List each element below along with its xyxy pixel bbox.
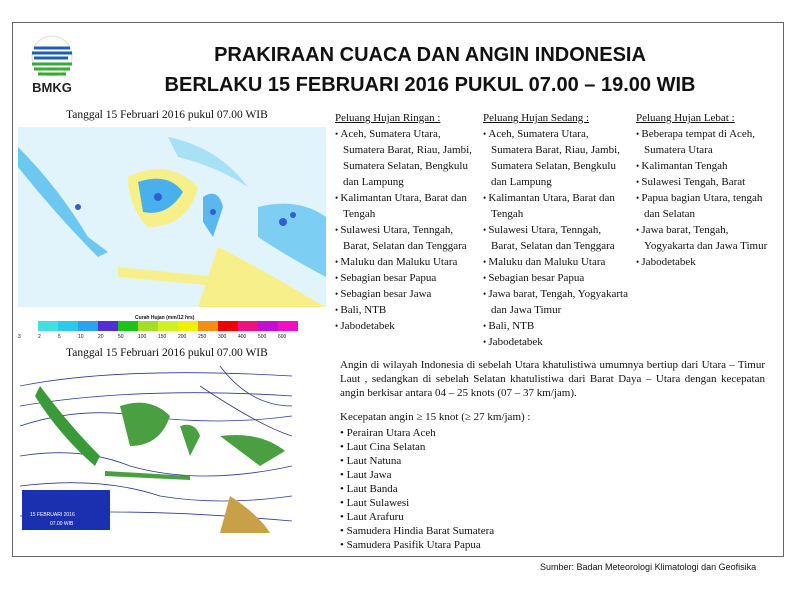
legend-tick: 400	[238, 334, 247, 340]
list-item: Aceh, Sumatera Utara, Sumatera Barat, Ri…	[335, 126, 475, 190]
list-item: Sebagian besar Jawa	[335, 286, 475, 302]
wind-map-title: Tanggal 15 Februari 2016 pukul 07.00 WIB	[66, 347, 268, 359]
rain-heavy-heading: Peluang Hujan Lebat :	[636, 112, 735, 124]
list-item: Sebagian besar Papua	[483, 270, 628, 286]
list-item: Kalimantan Tengah	[636, 158, 776, 174]
list-item: Maluku dan Maluku Utara	[335, 254, 475, 270]
wind-area-item: Laut Natuna	[340, 454, 765, 468]
wind-map: 15 FEBRUARI 2016 07.00 WIB	[20, 366, 292, 533]
list-item: Sulawesi Tengah, Barat	[636, 174, 776, 190]
rain-legend-title: Curah Hujan (mm/12 hrs)	[135, 315, 195, 321]
wind-info: Angin di wilayah Indonesia di sebelah Ut…	[340, 358, 765, 552]
legend-tick: 2	[38, 334, 41, 340]
title-line-1: PRAKIRAAN CUACA DAN ANGIN INDONESIA	[214, 44, 646, 66]
list-item: Maluku dan Maluku Utara	[483, 254, 628, 270]
wind-speed-heading: Kecepatan angin ≥ 15 knot (≥ 27 km/jam) …	[340, 411, 531, 423]
source-text: Sumber: Badan Meteorologi Klimatologi da…	[540, 562, 757, 572]
legend-tick: 20	[98, 334, 104, 340]
legend-swatch	[58, 321, 78, 331]
legend-tick: 300	[218, 334, 227, 340]
rain-light-heading: Peluang Hujan Ringan :	[335, 112, 441, 124]
page-frame	[12, 22, 784, 557]
list-item: Jabodetabek	[483, 334, 628, 350]
list-item: Jawa barat, Tengah, Yogyakarta dan Jawa …	[636, 222, 776, 254]
wind-area-item: Laut Cina Selatan	[340, 440, 765, 454]
wind-caption-time: 07.00 WIB	[50, 521, 74, 527]
legend-swatch	[198, 321, 218, 331]
legend-swatch	[278, 321, 298, 331]
legend-swatch	[238, 321, 258, 331]
legend-swatch	[138, 321, 158, 331]
wind-area-item: Laut Banda	[340, 482, 765, 496]
legend-swatch	[98, 321, 118, 331]
legend-swatch	[38, 321, 58, 331]
legend-tick: 200	[178, 334, 187, 340]
list-item: Jabodetabek	[636, 254, 776, 270]
title-line-2: BERLAKU 15 FEBRUARI 2016 PUKUL 07.00 – 1…	[164, 74, 696, 96]
list-item: Jawa barat, Tengah, Yogyakarta dan Jawa …	[483, 286, 628, 318]
wind-area-item: Laut Arafuru	[340, 510, 765, 524]
legend-tick: 10	[78, 334, 84, 340]
wind-area-item: Samudera Pasifik Utara Papua	[340, 538, 765, 552]
wind-area-item: Perairan Utara Aceh	[340, 426, 765, 440]
rain-map-title: Tanggal 15 Februari 2016 pukul 07.00 WIB	[66, 109, 268, 121]
legend-tick: 150	[158, 334, 167, 340]
legend-swatch	[118, 321, 138, 331]
legend-tick: 50	[118, 334, 124, 340]
wind-area-item: Samudera Hindia Barat Sumatera	[340, 524, 765, 538]
list-item: Aceh, Sumatera Utara, Sumatera Barat, Ri…	[483, 126, 628, 190]
rain-light-column: Peluang Hujan Ringan : Aceh, Sumatera Ut…	[335, 110, 475, 334]
list-item: Papua bagian Utara, tengah dan Selatan	[636, 190, 776, 222]
list-item: Sebagian besar Papua	[335, 270, 475, 286]
legend-tick: 500	[258, 334, 267, 340]
wind-caption-date: 15 FEBRUARI 2016	[30, 512, 75, 518]
rain-map	[18, 127, 326, 307]
legend-tick: 600	[278, 334, 287, 340]
legend-swatch	[78, 321, 98, 331]
list-item: Kalimantan Utara, Barat dan Tengah	[483, 190, 628, 222]
rain-moderate-heading: Peluang Hujan Sedang :	[483, 112, 590, 124]
list-item: Bali, NTB	[335, 302, 475, 318]
legend-tick: 3	[18, 334, 21, 340]
rain-moderate-column: Peluang Hujan Sedang : Aceh, Sumatera Ut…	[483, 110, 628, 350]
legend-swatch	[218, 321, 238, 331]
list-item: Beberapa tempat di Aceh, Sumatera Utara	[636, 126, 776, 158]
rain-heavy-column: Peluang Hujan Lebat : Beberapa tempat di…	[636, 110, 776, 270]
legend-tick: 250	[198, 334, 207, 340]
bmkg-logo	[31, 35, 73, 77]
wind-paragraph: Angin di wilayah Indonesia di sebelah Ut…	[340, 359, 765, 399]
wind-area-item: Laut Jawa	[340, 468, 765, 482]
list-item: Jabodetabek	[335, 318, 475, 334]
legend-swatch	[178, 321, 198, 331]
legend-tick: 5	[58, 334, 61, 340]
legend-tick: 100	[138, 334, 147, 340]
list-item: Kalimantan Utara, Barat dan Tengah	[335, 190, 475, 222]
legend-swatch	[258, 321, 278, 331]
list-item: Bali, NTB	[483, 318, 628, 334]
wind-area-item: Laut Sulawesi	[340, 496, 765, 510]
rain-legend	[38, 321, 298, 331]
list-item: Sulawesi Utara, Tenngah, Barat, Selatan …	[335, 222, 475, 254]
list-item: Sulawesi Utara, Tenngah, Barat, Selatan …	[483, 222, 628, 254]
logo-text: BMKG	[32, 80, 72, 95]
legend-swatch	[158, 321, 178, 331]
